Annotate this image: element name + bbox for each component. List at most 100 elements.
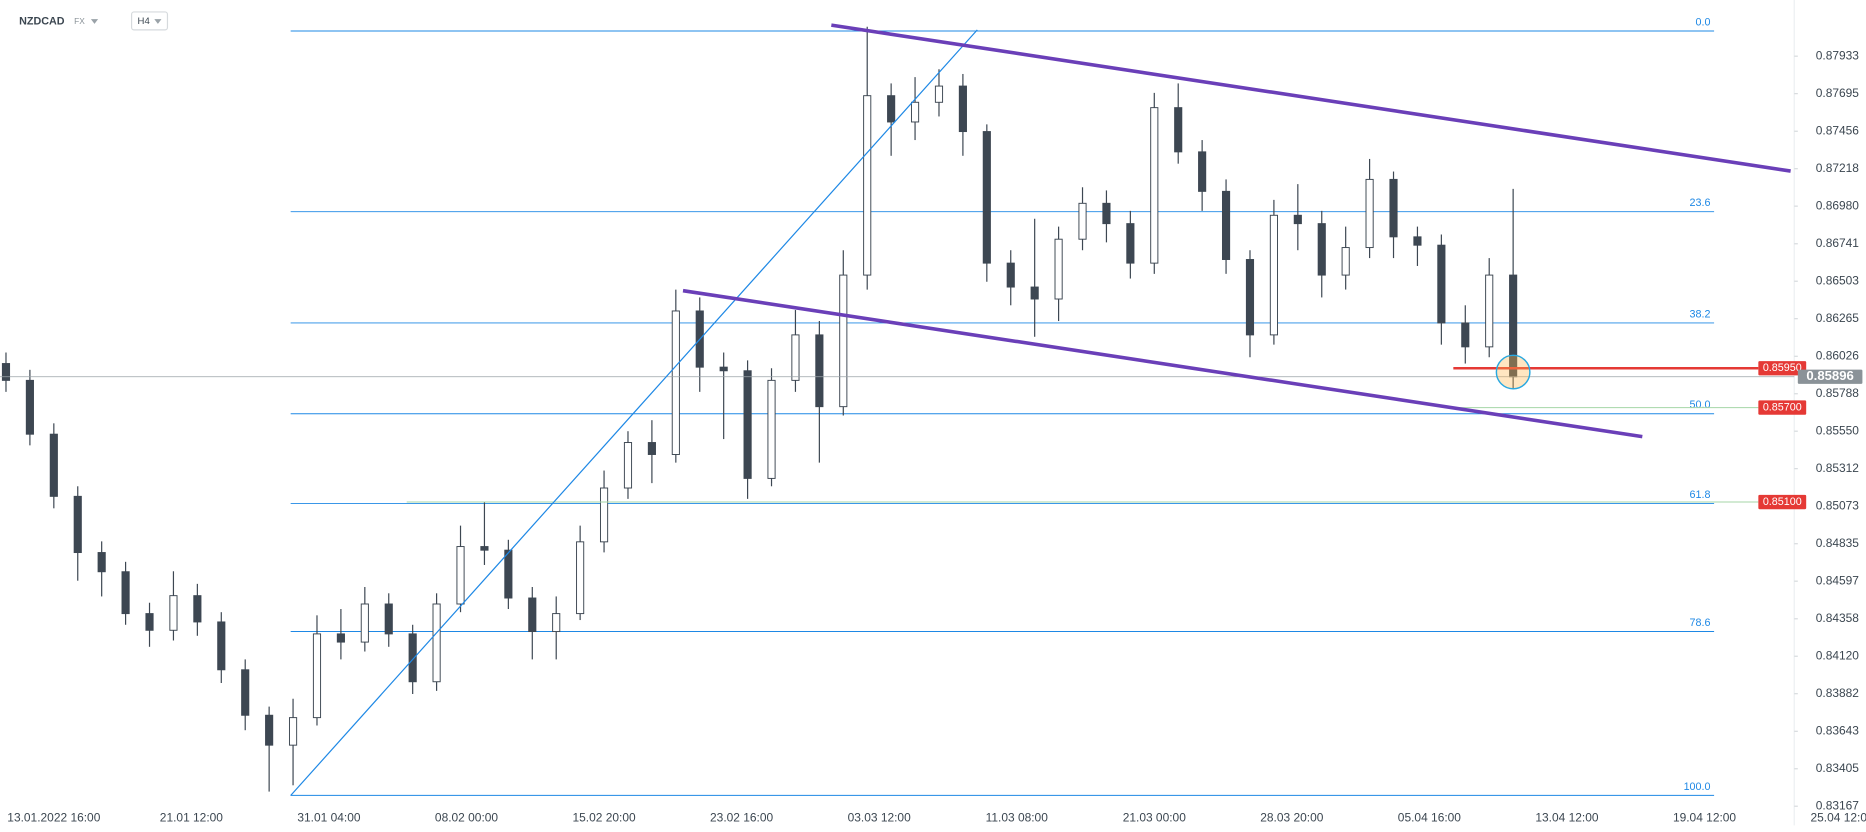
candle-body [1126, 223, 1135, 264]
y-tick-label: 0.87456 [1816, 123, 1860, 137]
candle-body [815, 334, 824, 408]
candle-body [1054, 238, 1063, 300]
y-tick-label: 0.84120 [1816, 648, 1860, 662]
symbol[interactable]: NZDCAD [19, 15, 65, 27]
y-tick-label: 0.86741 [1816, 236, 1860, 250]
x-tick-label: 03.03 12:00 [848, 810, 911, 824]
price-label: 0.85950 [1763, 362, 1802, 374]
x-tick-label: 08.02 00:00 [435, 810, 498, 824]
candle-body [528, 597, 537, 633]
candle-body [1245, 259, 1255, 336]
y-tick-label: 0.87695 [1816, 86, 1860, 100]
price-label: 0.85896 [1806, 368, 1854, 383]
candle-body [169, 595, 178, 631]
timeframe-dropdown[interactable] [154, 19, 162, 24]
fib-label: 23.6 [1690, 197, 1711, 209]
price-label-box [1797, 369, 1863, 384]
fib-label: 0.0 [1696, 16, 1711, 28]
candle-body [1174, 107, 1183, 153]
y-tick-label: 0.85788 [1816, 386, 1860, 400]
candle-body [552, 613, 561, 633]
candle-body [1293, 214, 1302, 225]
fib-label: 78.6 [1690, 617, 1711, 629]
candle-body [241, 669, 250, 716]
channel-lower [682, 288, 1643, 439]
price-label: 0.85100 [1763, 496, 1802, 508]
candle-body [1006, 262, 1015, 288]
x-tick-label: 25.04 12:00 [1811, 810, 1866, 824]
y-tick-label: 0.86503 [1816, 273, 1860, 287]
candle-body [1221, 190, 1231, 260]
fib-label: 61.8 [1690, 489, 1711, 501]
price-label: 0.85700 [1763, 401, 1802, 413]
channel-upper [831, 23, 1791, 173]
candle-body [1437, 244, 1446, 324]
y-tick-label: 0.86980 [1816, 198, 1860, 212]
candle-body [599, 487, 609, 543]
candle-body [671, 310, 680, 455]
candle-body [1, 363, 11, 381]
candle-body [576, 541, 585, 615]
y-tick-label: 0.83643 [1816, 723, 1860, 737]
candle-body [1413, 236, 1422, 246]
candle-body [743, 370, 752, 479]
x-tick-label: 21.03 00:00 [1123, 810, 1186, 824]
candle-body [719, 366, 728, 372]
candle-body [432, 603, 441, 683]
candle-body [217, 621, 226, 671]
candle-body [121, 571, 130, 615]
timeframe[interactable]: H4 [138, 16, 151, 27]
candle-body [767, 379, 776, 479]
x-tick-label: 11.03 08:00 [986, 810, 1049, 824]
candle-body [384, 603, 393, 635]
candle-body [312, 633, 322, 719]
x-tick-label: 13.04 12:00 [1535, 810, 1598, 824]
x-tick-label: 21.01 12:00 [160, 810, 223, 824]
candle-body [456, 546, 465, 605]
candle-body [25, 379, 34, 435]
candle-body [97, 552, 106, 573]
x-tick-label: 13.01.2022 16:00 [7, 810, 100, 824]
candle-body [1461, 322, 1470, 348]
y-tick-label: 0.85073 [1816, 498, 1860, 512]
market: FX [74, 16, 85, 26]
candle-body [887, 95, 896, 123]
candle-body [791, 334, 800, 381]
candle-body [1341, 247, 1350, 276]
y-tick-label: 0.86265 [1816, 311, 1860, 325]
candle-body [863, 95, 872, 276]
candle-body [1365, 178, 1374, 249]
y-tick-label: 0.84358 [1816, 611, 1860, 625]
y-tick-label: 0.84597 [1816, 573, 1860, 587]
candle-body [360, 603, 369, 643]
y-tick-label: 0.84835 [1816, 536, 1860, 550]
candle-body [49, 433, 58, 497]
y-tick-label: 0.83882 [1816, 686, 1860, 700]
candle-body [1269, 214, 1278, 336]
timeframe-box[interactable] [130, 11, 169, 31]
y-tick-label: 0.85312 [1816, 461, 1860, 475]
symbol-dropdown[interactable] [90, 19, 99, 24]
fib-label: 50.0 [1690, 399, 1711, 411]
candle-body [910, 101, 920, 123]
y-tick-label: 0.86026 [1816, 348, 1860, 362]
price-label-box [1758, 400, 1807, 415]
candle-body [73, 495, 82, 554]
fib-label: 100.0 [1684, 781, 1711, 793]
y-tick-label: 0.83405 [1816, 761, 1860, 775]
candle-body [958, 85, 967, 133]
x-tick-label: 23.02 16:00 [710, 810, 773, 824]
y-tick-label: 0.87933 [1816, 48, 1860, 62]
y-tick-label: 0.87218 [1816, 161, 1860, 175]
x-tick-label: 28.03 20:00 [1260, 810, 1323, 824]
candle-body [1030, 286, 1039, 300]
candle-body [1317, 223, 1326, 276]
candle-body [193, 595, 202, 623]
candle-body [1078, 202, 1087, 240]
candle-body [408, 633, 417, 683]
candle-body [480, 546, 489, 551]
x-tick-label: 31.01 04:00 [297, 810, 360, 824]
